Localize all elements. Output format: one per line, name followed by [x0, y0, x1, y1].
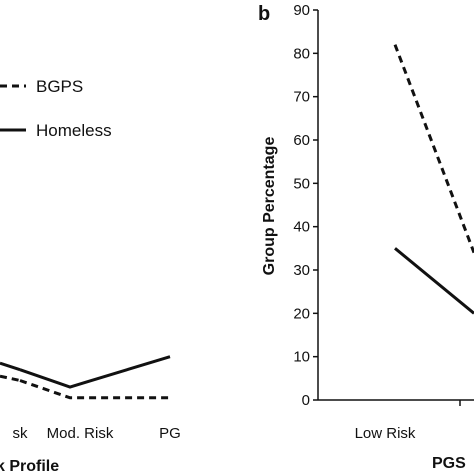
- panel-a-x-tick: Mod. Risk: [47, 425, 114, 442]
- panel-a-series: [0, 355, 171, 400]
- panel-b-y-axis-title: Group Percentage: [261, 137, 278, 276]
- panel-a-x-tick: PG: [159, 425, 181, 442]
- panel-a-line-lead-homeless: [0, 361, 21, 372]
- panel-b-y-tick-label: 70: [293, 89, 310, 106]
- panel-b-series: [393, 44, 474, 315]
- panel-b-y-tick-label: 20: [293, 305, 310, 322]
- panel-b-line-bgps: [393, 44, 474, 254]
- panel-b-y-tick-label: 80: [293, 45, 310, 62]
- legend-label-homeless: Homeless: [36, 121, 112, 140]
- panel-a-x-axis-title: k Profile: [0, 458, 59, 474]
- panel-b-x-axis-title: PGS: [432, 455, 466, 472]
- panel-b-y-tick-label: 60: [293, 132, 310, 149]
- legend: BGPS Homeless: [0, 77, 112, 140]
- panel-a-line-homeless: [19, 355, 171, 389]
- legend-label-bgps: BGPS: [36, 77, 83, 96]
- panel-b-y-tick-label: 40: [293, 219, 310, 236]
- panel-b-y-tick-label: 90: [293, 2, 310, 19]
- panel-a-line-bgps: [19, 379, 170, 400]
- panel-b-y-tick-label: 10: [293, 349, 310, 366]
- panel-a-x-tick: sk: [13, 425, 29, 442]
- panel-b-letter: b: [258, 3, 270, 25]
- panel-b-y-tick-label: 50: [293, 175, 310, 192]
- panel-a-line-lead-bgps: [0, 374, 21, 382]
- panel-b-x-tick: Low Risk: [355, 425, 416, 442]
- panel-b-axes: 0 10 20 30 40 50 60 70 80 90: [293, 2, 474, 409]
- panel-b-line-homeless: [394, 247, 474, 315]
- panel-b-y-tick-label: 30: [293, 262, 310, 279]
- panel-b-y-tick-label: 0: [302, 392, 310, 409]
- panel-a-x-ticks: sk Mod. Risk PG: [13, 425, 181, 442]
